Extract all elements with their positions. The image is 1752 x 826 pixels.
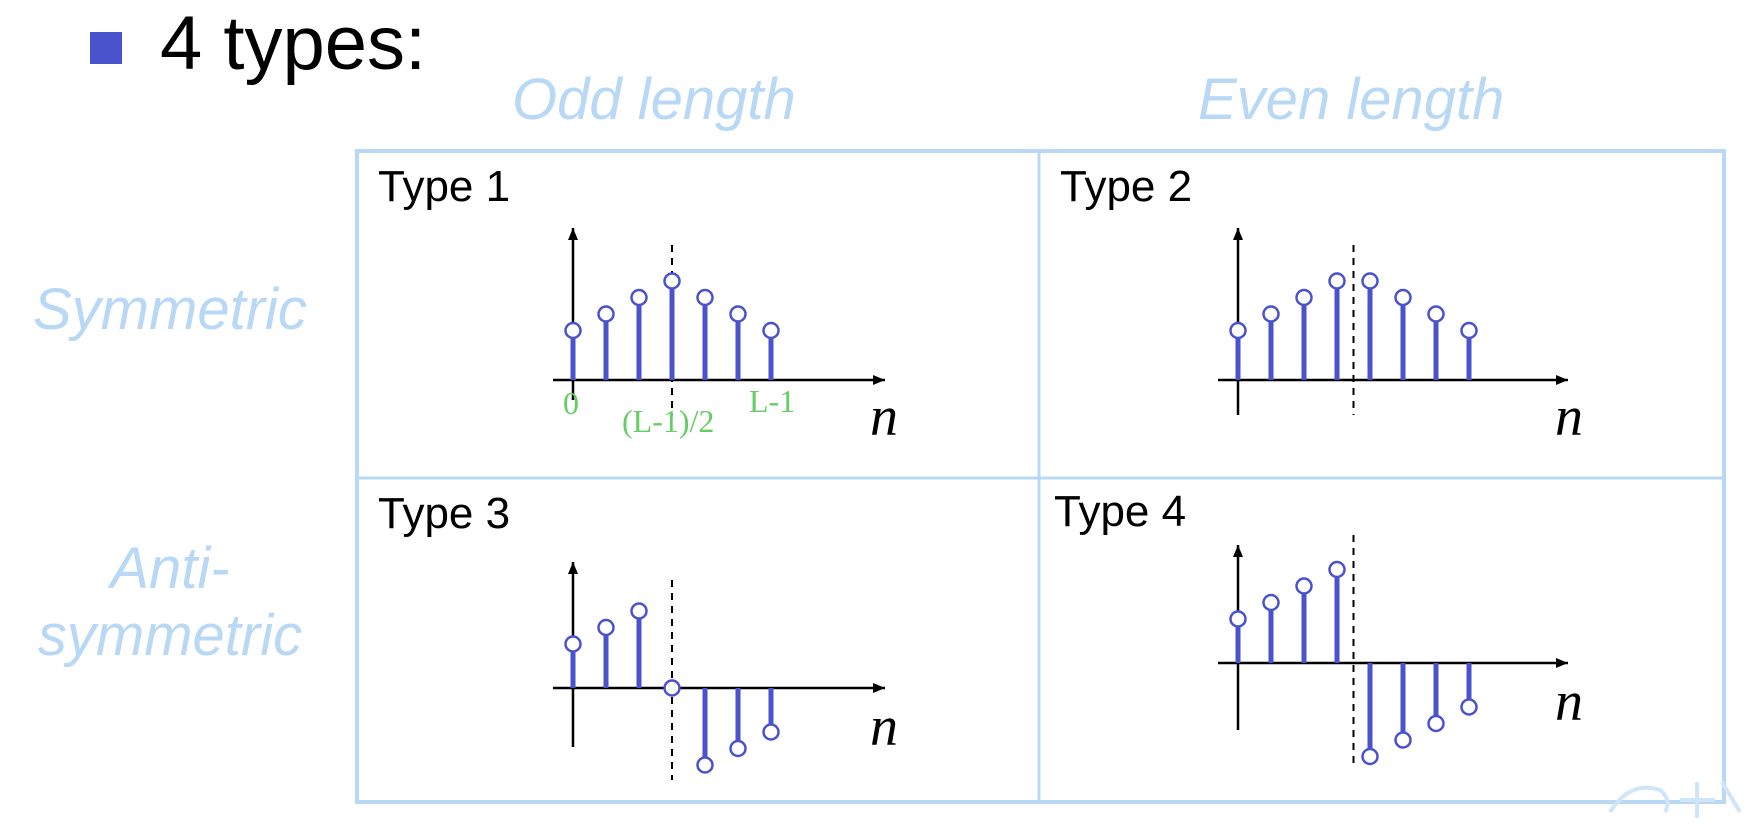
y-axis-arrow [1233,228,1243,240]
x-axis-arrow [873,683,885,693]
stem-marker [1328,272,1346,290]
x-axis-arrow [1556,658,1568,668]
stem-marker [696,288,714,307]
tick-label-end: L-1 [749,383,795,419]
stem-marker [1394,288,1412,307]
stem-marker [630,288,648,307]
bullet-square [90,32,122,64]
stem-marker [729,305,747,323]
panel-type-4: n [1218,535,1583,766]
panel-label-type-1: Type 1 [378,162,511,211]
row-header-symmetric: Symmetric [33,277,307,342]
stem-marker [1229,321,1247,340]
stem-marker [729,739,747,758]
y-axis-arrow [568,562,578,574]
stem-marker [762,321,780,340]
stem-marker [597,305,615,323]
stem-marker [1427,714,1445,733]
stem-marker [696,756,714,774]
stem-marker [762,723,780,741]
stem-marker [564,321,582,340]
tick-label-middle: (L-1)/2 [622,403,714,439]
stem-marker [564,635,582,653]
stem-marker [1394,731,1412,749]
stem-marker [663,679,681,697]
panel-type-2: n [1218,228,1583,448]
stem-marker [1361,272,1379,290]
stem-marker [1295,288,1313,307]
axis-label-n: n [1555,386,1583,448]
stem-marker [1262,593,1280,612]
panel-label-type-3: Type 3 [378,489,511,538]
axis-label-n: n [870,386,898,448]
row-header-antisymmetric: Anti- symmetric [37,536,303,668]
stem-marker [1460,698,1478,716]
column-header-even: Even length [1198,67,1505,132]
stem-marker [1328,560,1346,579]
stem-marker [1460,321,1478,340]
stem-marker [597,618,615,637]
axis-label-n: n [870,696,898,758]
stem-marker [1262,305,1280,323]
y-axis-arrow [1233,545,1243,557]
stem-marker [1295,577,1313,595]
x-axis-arrow [1556,375,1568,385]
page-title: 4 types: [160,1,427,86]
panel-label-type-2: Type 2 [1060,162,1193,211]
panel-type-1: n 0 (L-1)/2 L-1 [553,228,898,448]
tick-label-start: 0 [563,385,579,421]
panel-type-3: n [553,562,898,780]
stem-marker [1427,305,1445,323]
stem-marker [663,272,681,290]
watermark-logo [1608,780,1742,818]
stem-marker [1229,610,1247,628]
column-header-odd: Odd length [512,67,796,132]
panel-label-type-4: Type 4 [1054,487,1187,536]
grid-frame [355,149,1726,804]
axis-label-n: n [1555,671,1583,733]
x-axis-arrow [873,375,885,385]
y-axis-arrow [568,228,578,240]
stem-marker [1361,747,1379,766]
stem-marker [630,602,648,620]
